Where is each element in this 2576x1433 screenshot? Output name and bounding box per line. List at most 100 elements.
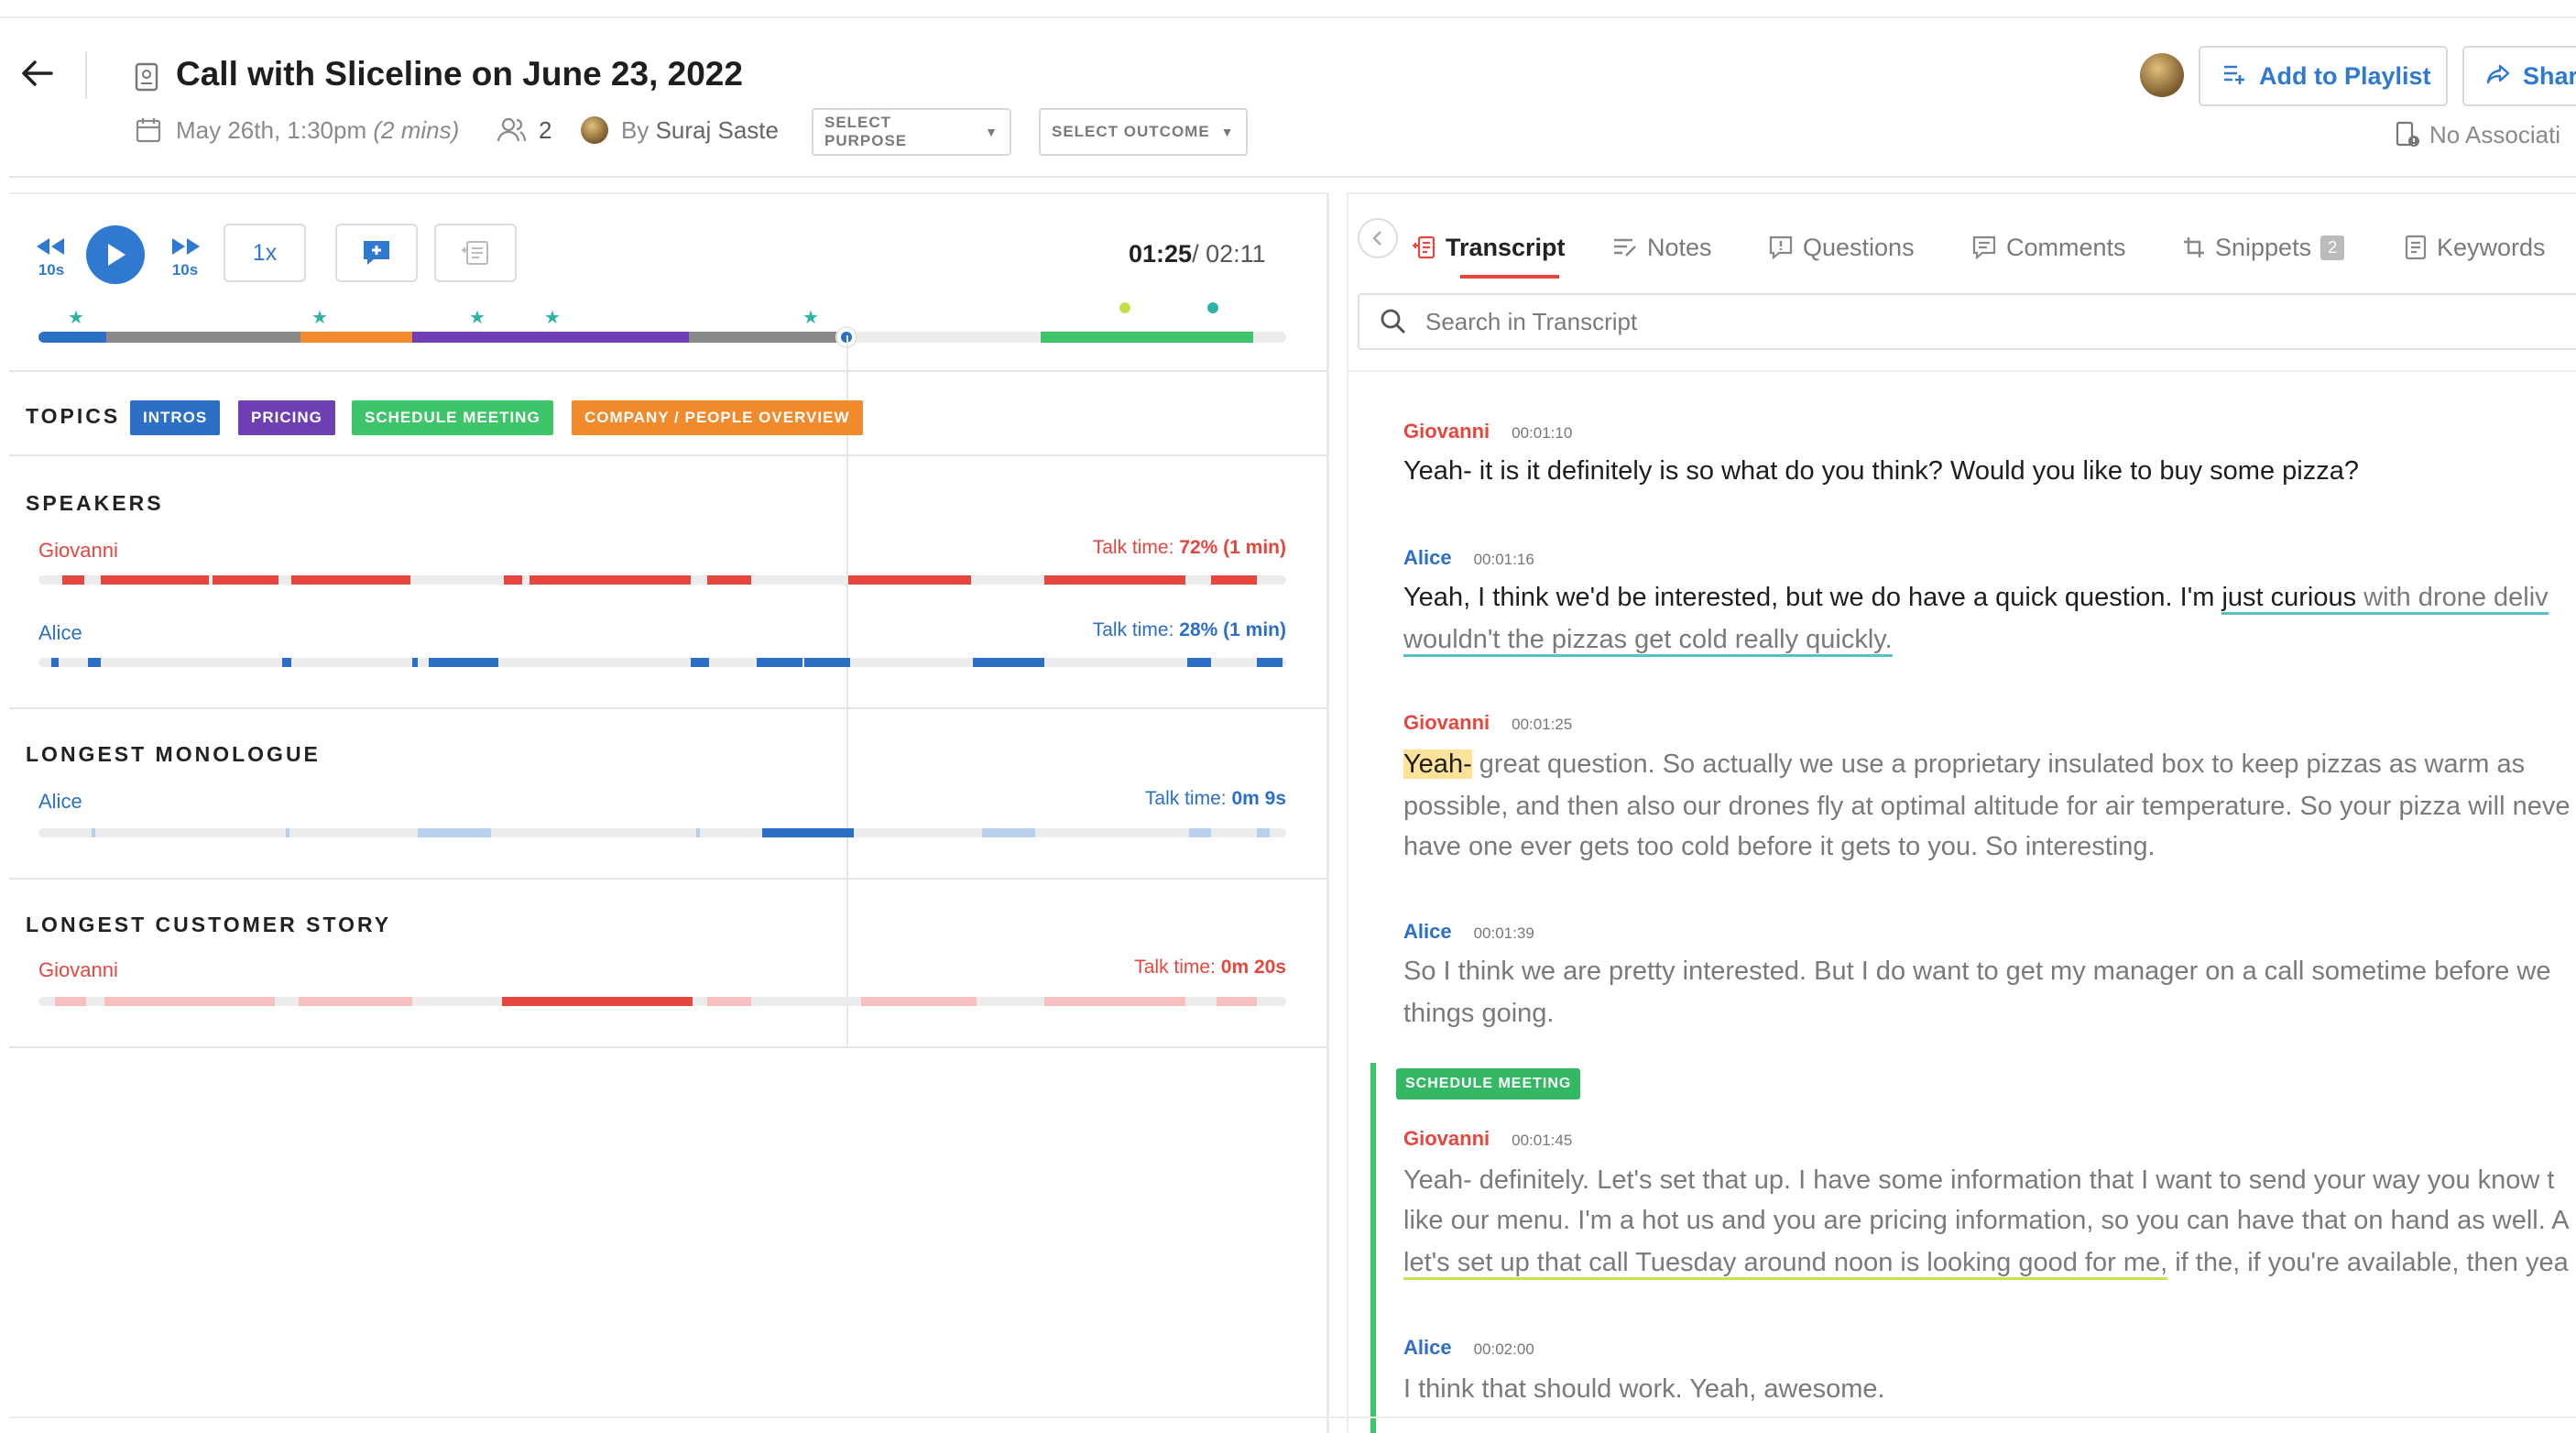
share-button[interactable]: Shar: [2462, 46, 2576, 106]
left-panel-top-border: [9, 192, 1328, 194]
speaker-talk-time-giovanni: Talk time: 72% (1 min): [1092, 537, 1286, 558]
timeline-segment-intros: [38, 332, 106, 343]
transcript-line: things going.: [1403, 999, 1555, 1028]
transcript-line: Yeah- great question. So actually we use…: [1403, 749, 2526, 779]
topic-chip-pricing[interactable]: PRICING: [238, 400, 335, 435]
topic-tag-schedule-meeting[interactable]: SCHEDULE MEETING: [1396, 1068, 1581, 1099]
highlight-star-icon[interactable]: ★: [544, 308, 561, 328]
transcript-line: I think that should work. Yeah, awesome.: [1403, 1374, 1885, 1404]
search-input[interactable]: [1425, 307, 2250, 336]
comments-icon: [1972, 235, 1996, 260]
playback-time: 01:25/ 02:11: [1129, 240, 1266, 268]
current-word-highlight[interactable]: Yeah-: [1403, 749, 1472, 779]
transcript-line: Yeah, I think we'd be interested, but we…: [1403, 577, 2549, 618]
transcript-speaker: Giovanni 00:01:10: [1403, 420, 1573, 443]
association-icon: [2395, 121, 2422, 148]
transcript-line: wouldn't the pizzas get cold really quic…: [1403, 619, 1893, 661]
story-talk-time: Talk time: 0m 20s: [1134, 957, 1286, 978]
tab-keywords[interactable]: Keywords: [2404, 220, 2546, 275]
no-association-label: No Associati: [2429, 121, 2561, 148]
longest-story-title: LONGEST CUSTOMER STORY: [26, 913, 392, 936]
playhead-line: [846, 335, 848, 1045]
transcript-line: have one ever gets too cold before it ge…: [1403, 832, 2156, 861]
user-avatar[interactable]: [2140, 53, 2184, 97]
tab-transcript[interactable]: Transcript: [1411, 220, 1566, 275]
transcript-speaker: Alice 00:01:16: [1403, 546, 1534, 569]
select-outcome-dropdown[interactable]: SELECT OUTCOME ▼: [1039, 108, 1248, 156]
topic-chip-schedule-meeting[interactable]: SCHEDULE MEETING: [352, 400, 553, 435]
transcript-line: like our menu. I'm a hot us and you are …: [1403, 1206, 2570, 1235]
monologue-bar[interactable]: [38, 828, 1286, 837]
transcript-speaker: Giovanni 00:01:45: [1403, 1127, 1573, 1150]
keyword-marker[interactable]: [1207, 302, 1218, 313]
search-icon: [1381, 309, 1406, 334]
timeline-segment-played: [689, 332, 850, 343]
search-divider: [1347, 370, 2576, 372]
tab-snippets[interactable]: Snippets 2: [2182, 220, 2345, 275]
call-author: By Suraj Saste: [621, 116, 779, 144]
right-panel-left-border: [1347, 192, 1348, 1433]
collapse-panel-button[interactable]: [1358, 218, 1398, 258]
highlight-star-icon[interactable]: ★: [802, 308, 819, 328]
transcript-line: Yeah- definitely. Let's set that up. I h…: [1403, 1165, 2555, 1195]
skip-back-button[interactable]: 10s: [33, 236, 70, 279]
highlight-star-icon[interactable]: ★: [311, 308, 328, 328]
snippets-count-badge: 2: [2320, 235, 2345, 260]
chevron-left-icon: [1372, 231, 1381, 246]
back-arrow-icon[interactable]: [18, 53, 59, 93]
transcript-line: Yeah- it is it definitely is so what do …: [1403, 456, 2359, 486]
tab-questions[interactable]: Questions: [1768, 220, 1915, 275]
header-divider: [85, 51, 87, 99]
add-comment-button[interactable]: [335, 224, 418, 282]
add-to-playlist-button[interactable]: Add to Playlist: [2199, 46, 2448, 106]
page-title: Call with Sliceline on June 23, 2022: [176, 55, 743, 93]
speaker-bar-giovanni[interactable]: [38, 575, 1286, 585]
playlist-icon: [2222, 62, 2246, 91]
create-snippet-button[interactable]: [434, 224, 517, 282]
longest-monologue-title: LONGEST MONOLOGUE: [26, 742, 321, 766]
section-divider: [9, 878, 1328, 880]
active-tab-indicator: [1460, 275, 1559, 279]
keyword-highlight[interactable]: just curious: [2221, 583, 2357, 615]
transcript-line: So I think we are pretty interested. But…: [1403, 957, 2551, 986]
section-divider: [9, 454, 1328, 456]
speaker-bar-alice[interactable]: [38, 658, 1286, 667]
tab-comments[interactable]: Comments: [1971, 220, 2126, 275]
story-bar[interactable]: [38, 997, 1286, 1006]
tab-notes[interactable]: Notes: [1612, 220, 1712, 275]
playback-timeline[interactable]: [38, 332, 1286, 343]
timeline-segment-company: [300, 332, 412, 343]
right-panel-top-border: [1347, 192, 2576, 194]
transcript-speaker: Giovanni 00:01:25: [1403, 711, 1573, 734]
notes-icon: [1614, 238, 1636, 257]
playback-speed-button[interactable]: 1x: [224, 224, 306, 282]
timeline-segment-played: [106, 332, 300, 343]
select-purpose-dropdown[interactable]: SELECT PURPOSE ▼: [812, 108, 1011, 156]
bottom-border: [9, 1417, 2576, 1418]
snippets-icon: [2184, 237, 2204, 257]
transcript-line: possible, and then also our drones fly a…: [1403, 792, 2571, 821]
highlight-star-icon[interactable]: ★: [469, 308, 486, 328]
topic-section-bar: [1370, 1063, 1376, 1433]
transcript-search[interactable]: [1358, 293, 2576, 350]
keyword-highlight[interactable]: let's set up that call Tuesday around no…: [1403, 1248, 2168, 1280]
skip-forward-button[interactable]: 10s: [167, 236, 203, 279]
story-speaker: Giovanni: [38, 958, 118, 981]
keywords-icon: [2405, 235, 2427, 260]
topic-chip-company-overview[interactable]: COMPANY / PEOPLE OVERVIEW: [572, 400, 863, 435]
top-border: [0, 16, 2576, 18]
speakers-title: SPEAKERS: [26, 491, 164, 515]
transcript-icon: [1413, 235, 1435, 259]
caret-down-icon: ▼: [1220, 125, 1235, 139]
speaker-name-alice: Alice: [38, 621, 82, 644]
section-divider: [9, 370, 1328, 372]
panel-divider: [1326, 192, 1329, 1433]
header-bottom-border-full: [9, 176, 2576, 178]
fast-forward-icon: [172, 238, 200, 255]
play-button[interactable]: [86, 225, 145, 284]
highlight-star-icon[interactable]: ★: [68, 308, 84, 328]
transcript-speaker: Alice 00:01:39: [1403, 920, 1534, 943]
add-comment-icon: [364, 241, 389, 265]
keyword-marker[interactable]: [1119, 302, 1130, 313]
topic-chip-intros[interactable]: INTROS: [130, 400, 221, 435]
